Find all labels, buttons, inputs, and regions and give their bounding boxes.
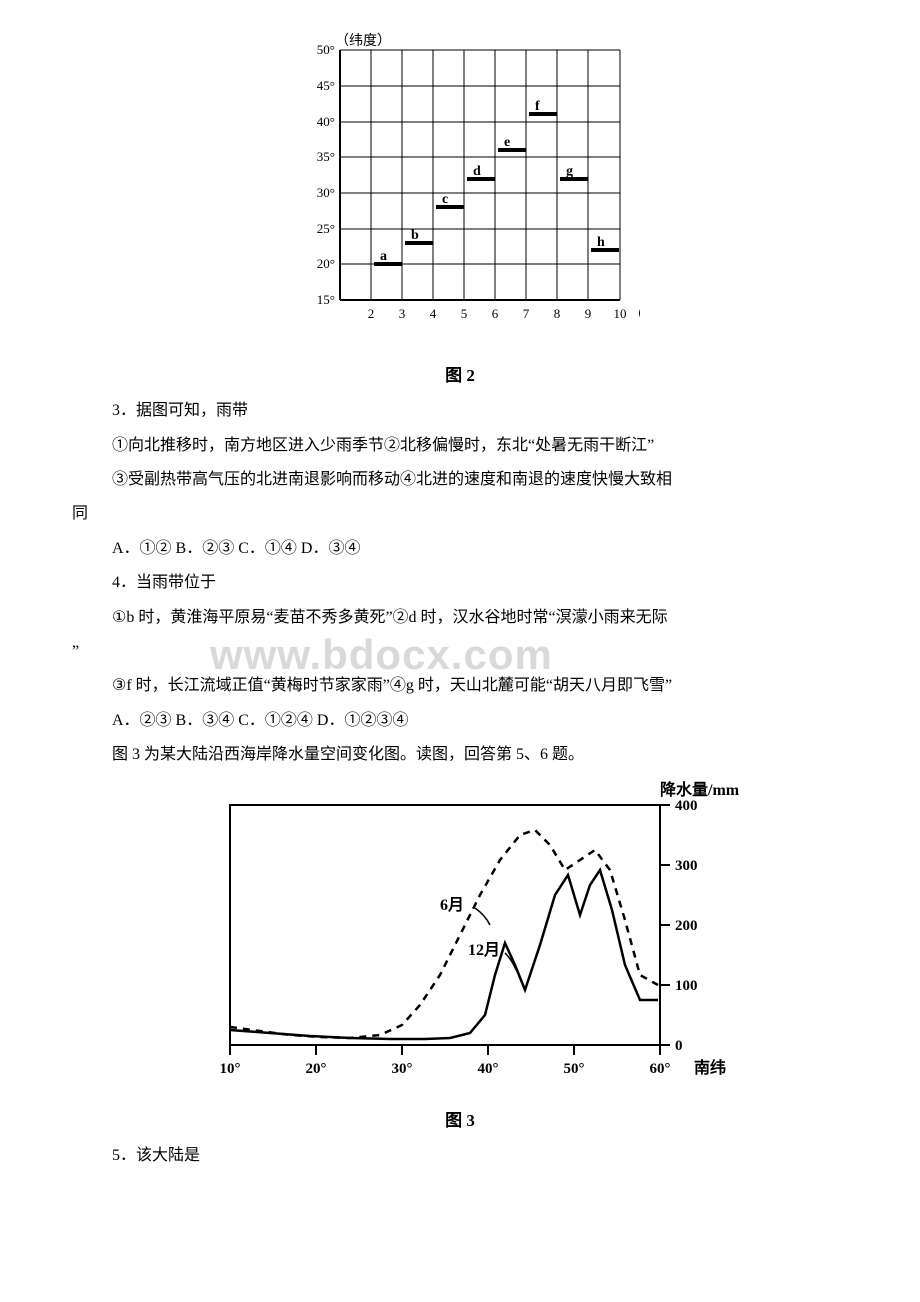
c2-xt-6: 8 bbox=[554, 306, 561, 321]
c2-xt-1: 3 bbox=[399, 306, 406, 321]
q4-opt1a: ①b 时，黄淮海平原易“麦苗不秀多黄死”②d 时，汉水谷地时常“溟濛小雨来无际 bbox=[80, 603, 840, 633]
c3-yt-4: 400 bbox=[675, 798, 698, 814]
c2-xt-4: 6 bbox=[492, 306, 499, 321]
c2-yt-4: 35° bbox=[317, 149, 335, 164]
c3-yt-3: 300 bbox=[675, 858, 698, 874]
c2-pt-b: b bbox=[411, 228, 419, 243]
c2-yt-7: 50° bbox=[317, 42, 335, 57]
chart-2-container: （纬度） bbox=[80, 30, 840, 350]
chart-2-svg: （纬度） bbox=[280, 30, 640, 350]
q4-choices: A．②③ B．③④ C．①②④ D．①②③④ bbox=[80, 706, 840, 736]
c3-xt-0: 10° bbox=[220, 1061, 241, 1077]
c2-yt-1: 20° bbox=[317, 256, 335, 271]
c2-pt-f: f bbox=[535, 99, 540, 114]
c2-xt-8: 10 bbox=[614, 306, 627, 321]
c2-yt-5: 40° bbox=[317, 114, 335, 129]
c3-label-dec: 12月 bbox=[468, 941, 500, 959]
c2-pt-d: d bbox=[473, 164, 481, 179]
c2-pt-g: g bbox=[566, 164, 573, 179]
lead-56: 图 3 为某大陆沿西海岸降水量空间变化图。读图，回答第 5、6 题。 bbox=[80, 740, 840, 770]
chart3-ylabel: 降水量/mm bbox=[660, 780, 740, 799]
c3-yt-1: 100 bbox=[675, 978, 698, 994]
c3-xt-5: 60° bbox=[650, 1061, 671, 1077]
chart-3-caption: 图 3 bbox=[80, 1105, 840, 1137]
c3-label-jun: 6月 bbox=[440, 896, 464, 914]
q3-stem: 3．据图可知，雨带 bbox=[80, 396, 840, 426]
c2-pt-c: c bbox=[442, 192, 448, 207]
c2-yt-3: 30° bbox=[317, 185, 335, 200]
q3-opt2b: 同 bbox=[72, 499, 840, 529]
q4-opt1b: ” bbox=[72, 637, 840, 667]
c3-xt-4: 50° bbox=[564, 1061, 585, 1077]
c3-xt-3: 40° bbox=[478, 1061, 499, 1077]
chart-3-svg: 降水量/mm 0 100 200 300 400 bbox=[180, 775, 740, 1095]
c3-yt-0: 0 bbox=[675, 1038, 683, 1054]
chart2-ylabel: （纬度） bbox=[335, 33, 391, 49]
c2-yt-6: 45° bbox=[317, 78, 335, 93]
q3-choices: A．①② B．②③ C．①④ D．③④ bbox=[80, 534, 840, 564]
q5-stem: 5．该大陆是 bbox=[80, 1141, 840, 1171]
c2-xt-2: 4 bbox=[430, 306, 437, 321]
chart-3-container: 降水量/mm 0 100 200 300 400 bbox=[80, 775, 840, 1095]
c2-pt-e: e bbox=[504, 135, 510, 150]
q3-opt1: ①向北推移时，南方地区进入少雨季节②北移偏慢时，东北“处暑无雨干断江” bbox=[80, 431, 840, 461]
c3-xt-1: 20° bbox=[306, 1061, 327, 1077]
c3-xt-2: 30° bbox=[392, 1061, 413, 1077]
q4-stem: 4．当雨带位于 bbox=[80, 568, 840, 598]
c2-xt-0: 2 bbox=[368, 306, 375, 321]
c3-yt-2: 200 bbox=[675, 918, 698, 934]
c2-xt-7: 9 bbox=[585, 306, 592, 321]
c2-xt-5: 7 bbox=[523, 306, 530, 321]
chart-2-caption: 图 2 bbox=[80, 360, 840, 392]
c2-xt-3: 5 bbox=[461, 306, 468, 321]
c3-xsuffix: 南纬 bbox=[694, 1058, 726, 1077]
c2-yt-0: 15° bbox=[317, 292, 335, 307]
q4-opt2: ③f 时，长江流域正值“黄梅时节家家雨”④g 时，天山北麓可能“胡天八月即飞雪” bbox=[80, 671, 840, 701]
c2-pt-h: h bbox=[597, 235, 605, 250]
q3-opt2a: ③受副热带高气压的北进南退影响而移动④北进的速度和南退的速度快慢大致相 bbox=[80, 465, 840, 495]
c2-pt-a: a bbox=[380, 249, 387, 264]
c2-xlabel: （月） bbox=[630, 306, 640, 321]
page-content: （纬度） bbox=[80, 30, 840, 1171]
c2-yt-2: 25° bbox=[317, 221, 335, 236]
